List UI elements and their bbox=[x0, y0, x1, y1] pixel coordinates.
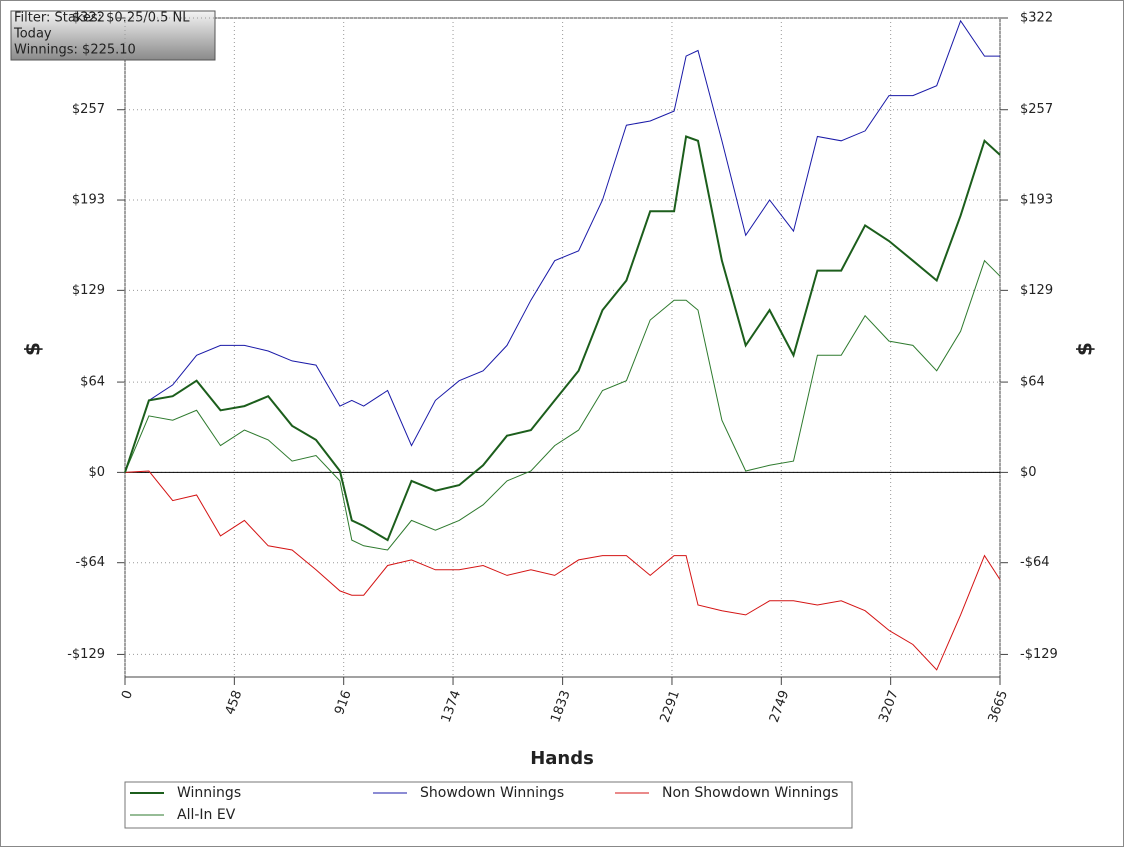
plot-area bbox=[124, 17, 1001, 678]
y-tick-label: $322 bbox=[72, 11, 105, 26]
y-tick-label: $129 bbox=[72, 283, 105, 298]
y-axis-label: $ bbox=[21, 342, 45, 356]
legend-label: All-In EV bbox=[177, 807, 236, 823]
y-tick-label: $193 bbox=[72, 193, 105, 208]
y2-tick-label: $257 bbox=[1020, 102, 1053, 117]
y-tick-label: -$64 bbox=[75, 555, 105, 570]
legend bbox=[124, 781, 853, 829]
y-tick-label: -$129 bbox=[67, 647, 105, 662]
info-box bbox=[10, 10, 216, 61]
y-tick-label: $0 bbox=[88, 465, 105, 480]
y-tick-label: $64 bbox=[80, 375, 105, 390]
y2-axis-label: $ bbox=[1073, 342, 1097, 356]
y2-tick-label: $129 bbox=[1020, 283, 1053, 298]
series-line bbox=[124, 259, 1001, 551]
y2-tick-label: $193 bbox=[1020, 193, 1053, 208]
legend-label: Non Showdown Winnings bbox=[662, 785, 838, 801]
y2-tick-label: -$129 bbox=[1020, 647, 1058, 662]
legend-label: Winnings bbox=[177, 785, 241, 801]
info-line: Today bbox=[13, 27, 52, 42]
x-axis-label: Hands bbox=[530, 748, 594, 769]
y2-tick-label: $64 bbox=[1020, 375, 1045, 390]
legend-label: Showdown Winnings bbox=[420, 785, 564, 801]
info-line: Filter: Stakes: $0.25/0.5 NL bbox=[14, 11, 190, 26]
series-line bbox=[124, 135, 1001, 542]
y-tick-label: $257 bbox=[72, 102, 105, 117]
y2-tick-label: $322 bbox=[1020, 11, 1053, 26]
info-line: Winnings: $225.10 bbox=[14, 43, 136, 58]
y2-tick-label: -$64 bbox=[1020, 555, 1050, 570]
series-line bbox=[124, 470, 1001, 671]
series-line bbox=[124, 19, 1000, 473]
y2-tick-label: $0 bbox=[1020, 465, 1037, 480]
